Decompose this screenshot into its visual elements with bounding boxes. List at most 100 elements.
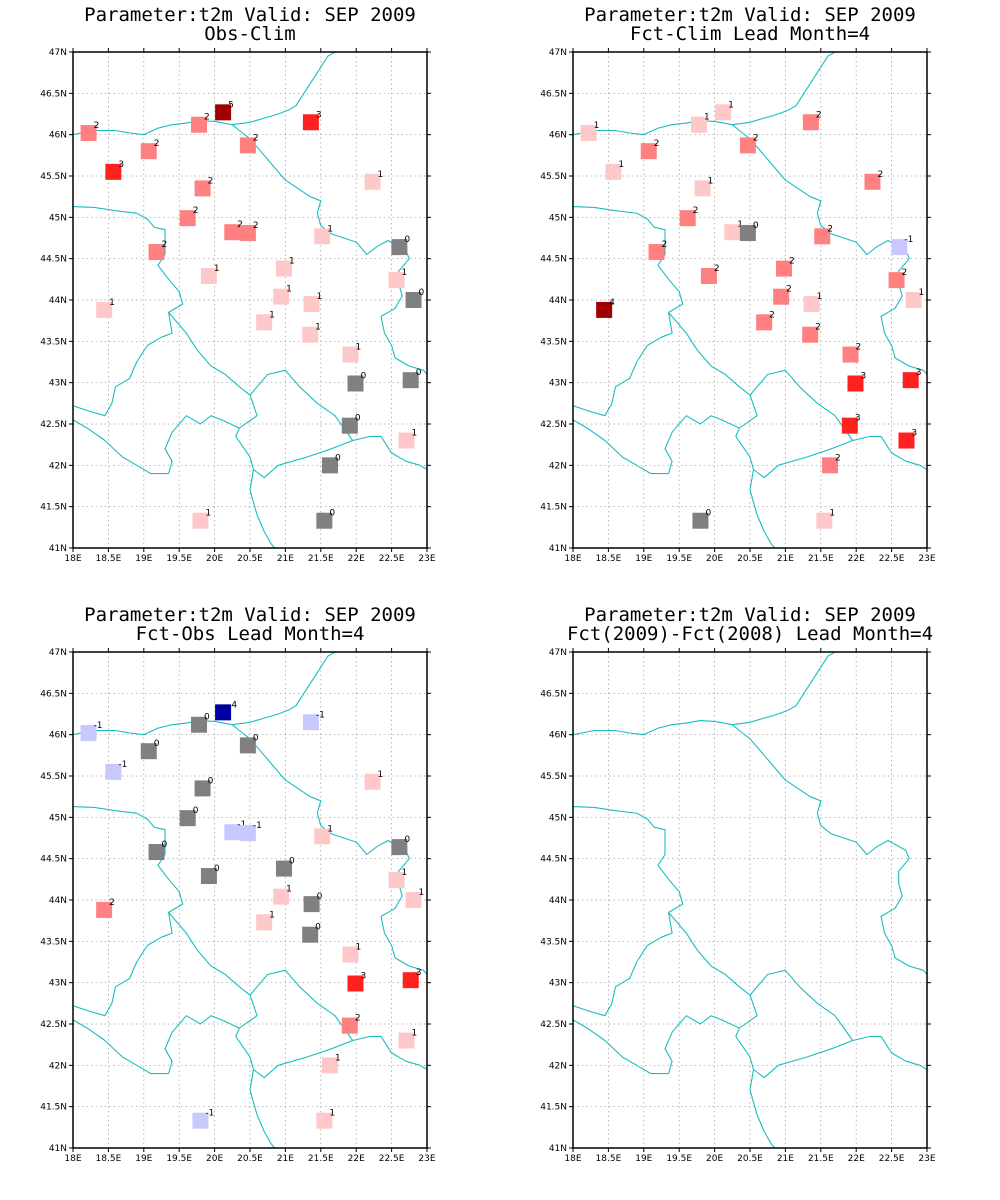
station-value-label: 1 [919,288,925,298]
lon-tick-label: 20E [706,554,723,564]
station-value-label: 1 [728,100,734,110]
station-value-label: 3 [118,160,124,170]
station-marker [842,346,859,363]
lon-tick-label: 18.5E [96,554,122,564]
station-value-label: 1 [269,910,275,920]
border-line [73,52,336,136]
station-value-label: 1 [618,160,624,170]
station-marker [822,457,839,474]
lon-tick-label: 19.5E [166,1154,192,1164]
station-value-label: 2 [208,176,214,186]
lat-tick-label: 45N [49,213,67,223]
station-value-label: 2 [154,139,160,149]
border-line [573,419,669,475]
station-value-label: 1 [377,770,383,780]
lon-tick-label: 18.5E [596,554,622,564]
border-line [573,206,684,417]
lon-tick-label: 21E [777,554,794,564]
station-marker [148,844,165,861]
station-marker [224,824,241,841]
lat-tick-label: 46N [49,131,67,141]
border-line [73,419,169,475]
station-value-label: 0 [204,713,210,723]
station-marker [692,512,709,529]
border-line [249,469,276,548]
lon-tick-label: 20.5E [737,1154,763,1164]
lon-tick-label: 19E [635,1154,652,1164]
lon-tick-label: 19.5E [666,1154,692,1164]
lat-tick-label: 46N [49,731,67,741]
station-value-label: 0 [208,776,214,786]
border-line [731,724,927,975]
station-value-label: 2 [827,224,833,234]
lon-tick-label: 23E [918,554,935,564]
station-value-label: 1 [214,264,220,274]
station-marker [347,975,364,992]
station-value-label: 0 [317,892,323,902]
border-line [852,435,927,470]
lon-tick-label: 18E [64,1154,81,1164]
lon-tick-label: 22.5E [879,554,905,564]
lon-tick-label: 22E [348,554,365,564]
lon-tick-label: 18E [64,554,81,564]
panel-title: Parameter:t2m Valid: SEP 2009 [584,4,916,26]
station-marker [224,224,241,241]
border-line [573,806,684,1017]
station-value-label: -1 [118,760,127,770]
station-marker [191,716,208,733]
station-marker [802,326,819,343]
station-value-label: 1 [317,292,323,302]
border-line [573,52,836,136]
station-value-label: 1 [402,268,408,278]
panel-title: Parameter:t2m Valid: SEP 2009 [584,604,916,626]
lat-tick-label: 41N [549,544,567,554]
station-value-label: 0 [315,923,321,933]
station-marker [314,828,331,845]
station-value-label: 1 [329,1109,335,1119]
station-marker [341,1017,358,1034]
station-value-label: 0 [705,509,711,519]
station-marker [275,260,292,277]
station-value-label: 2 [877,170,883,180]
lon-tick-label: 18E [564,1154,581,1164]
lat-tick-label: 46N [549,131,567,141]
station-marker [256,314,273,331]
station-value-label: 1 [356,343,362,353]
border-line [231,124,427,375]
lat-tick-label: 42.5N [40,1020,67,1030]
lon-tick-label: 21.5E [308,554,334,564]
lat-tick-label: 43N [49,379,67,389]
lat-tick-label: 44N [49,296,67,306]
station-marker [215,104,232,121]
station-marker [888,272,905,289]
station-marker [402,972,419,989]
station-marker [405,292,422,308]
lon-tick-label: 20.5E [737,554,763,564]
lat-tick-label: 44.5N [540,255,567,265]
lat-tick-label: 41.5N [40,1103,67,1113]
lon-tick-label: 20.5E [237,1154,263,1164]
station-marker [322,1057,339,1074]
station-value-label: 2 [786,285,792,295]
station-value-label: 1 [289,257,295,267]
border-line [573,652,836,736]
station-marker [648,244,665,261]
lat-tick-label: 45.5N [40,772,67,782]
station-marker [316,512,333,529]
border-line [73,1019,169,1075]
station-value-label: -1 [316,710,325,720]
station-marker [105,163,122,180]
country-borders [73,652,427,1148]
station-value-label: 1 [377,170,383,180]
station-value-label: 0 [154,739,160,749]
station-value-label: 1 [402,868,408,878]
border-line [352,1035,427,1070]
lon-tick-label: 18.5E [596,1154,622,1164]
lat-tick-label: 41.5N [540,503,567,513]
station-marker [773,288,790,305]
lon-tick-label: 23E [418,1154,435,1164]
lon-tick-label: 19E [135,554,152,564]
station-value-label: 2 [835,453,841,463]
station-value-label: 3 [860,371,866,381]
